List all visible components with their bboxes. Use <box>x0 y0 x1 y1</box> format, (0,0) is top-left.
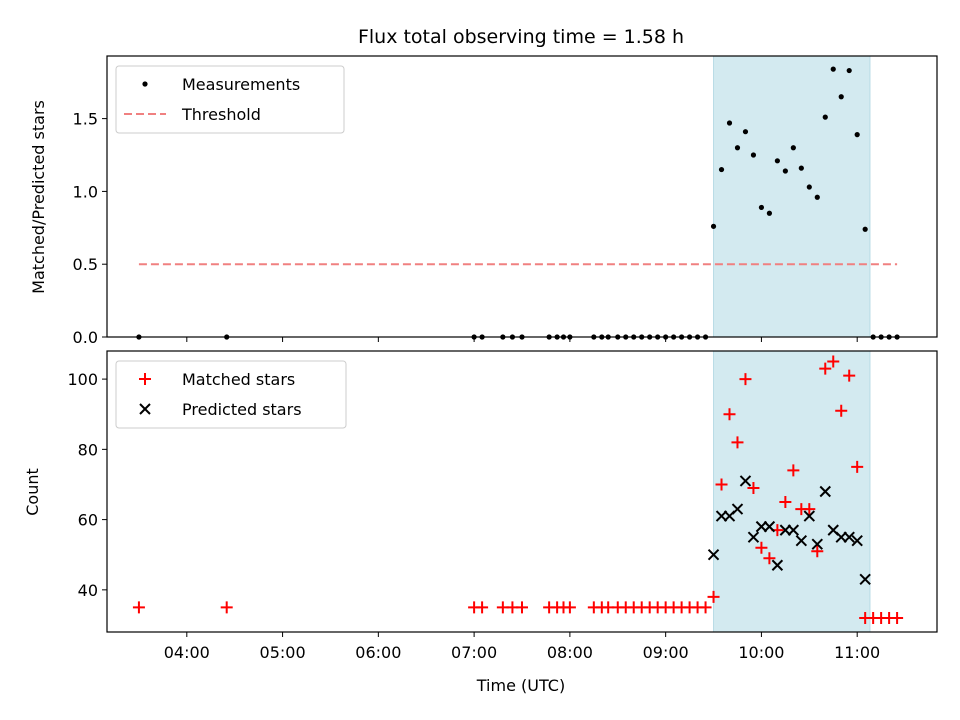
bottom-matched-stars-point-10 <box>563 601 576 614</box>
top-measurements-point-40 <box>822 114 828 120</box>
top-measurements-point-42 <box>838 94 844 100</box>
bottom-y-tick-label-3: 100 <box>67 370 98 389</box>
top-measurements-point-44 <box>854 132 860 138</box>
bottom-matched-stars-point-35 <box>779 496 792 509</box>
bottom-legend-box <box>115 360 347 429</box>
top-measurements-point-45 <box>862 226 868 232</box>
top-measurements-point-36 <box>790 145 796 151</box>
bottom-matched-stars-point-31 <box>747 481 760 494</box>
bottom-panel: 40 60 80 100 04:00 05:00 06:00 07:00 08:00 09:00 1… <box>67 350 938 662</box>
top-measurements-point-32 <box>758 204 765 211</box>
bottom-matched-stars-point-27 <box>715 478 728 491</box>
top-panel: 0.0 0.5 1.0 1.5 Measurements Threshold <box>73 55 938 347</box>
bottom-matched-stars-point-39 <box>811 545 824 558</box>
bottom-matched-stars-point-41 <box>827 355 840 368</box>
bottom-predicted-stars-point-19 <box>859 573 871 586</box>
top-highlight-span <box>713 55 871 338</box>
bottom-x-tick-label-2: 06:00 <box>355 643 401 662</box>
top-measurements-point-26 <box>710 223 717 229</box>
top-measurements-point-41 <box>830 66 836 72</box>
top-y-tick-label-3: 1.5 <box>73 110 98 129</box>
bottom-x-tick-label-3: 07:00 <box>451 643 497 662</box>
top-measurements-point-29 <box>734 145 741 151</box>
bottom-predicted-stars-point-13 <box>811 538 823 550</box>
bottom-legend-label-matched-stars: Matched stars <box>182 370 295 389</box>
bottom-y-tick-label-1: 60 <box>78 511 98 530</box>
bottom-legend-marker-matched-stars <box>139 373 151 385</box>
bottom-matched-stars-point-36 <box>787 464 800 477</box>
bottom-matched-stars-point-42 <box>835 404 848 417</box>
bottom-matched-stars-point-0 <box>132 601 145 614</box>
bottom-y-axis-label: Count <box>23 468 42 516</box>
bottom-legend-label-predicted-stars: Predicted stars <box>182 400 302 419</box>
bottom-highlight-span <box>713 350 871 633</box>
chart-title: Flux total observing time = 1.58 h <box>358 26 684 48</box>
bottom-matched-stars-point-44 <box>851 460 864 473</box>
bottom-predicted-stars-point-14 <box>819 485 831 498</box>
bottom-matched-stars-point-1 <box>220 601 233 614</box>
bottom-predicted-stars-point-7 <box>763 520 776 533</box>
top-legend-marker-measurements <box>142 81 148 87</box>
top-measurements-point-38 <box>806 184 812 190</box>
top-measurements-point-39 <box>814 194 820 200</box>
bottom-predicted-stars-point-8 <box>771 559 784 571</box>
top-measurements-point-30 <box>742 129 749 135</box>
top-y-tick-label-2: 1.0 <box>73 182 98 201</box>
top-measurements-point-31 <box>750 152 757 158</box>
top-axes-frame <box>106 55 938 338</box>
bottom-y-tick-label-2: 80 <box>78 440 98 459</box>
bottom-predicted-stars-point-4 <box>739 475 752 487</box>
bottom-matched-stars-point-25 <box>699 601 712 614</box>
top-measurements-point-33 <box>766 210 773 216</box>
bottom-legend-marker-predicted-stars <box>139 403 151 415</box>
bottom-matched-stars-point-38 <box>803 503 816 516</box>
top-y-tick-label-1: 0.5 <box>73 255 98 274</box>
bottom-y-tick-label-0: 40 <box>78 581 98 600</box>
top-measurements-point-35 <box>782 168 788 174</box>
bottom-predicted-stars-point-0 <box>707 549 720 561</box>
top-measurements-point-34 <box>774 158 780 164</box>
top-legend-box <box>115 65 345 134</box>
top-measurements-point-37 <box>798 165 804 171</box>
bottom-matched-stars-point-43 <box>843 369 856 382</box>
bottom-x-tick-label-1: 05:00 <box>260 643 306 662</box>
bottom-x-tick-label-6: 10:00 <box>738 643 784 662</box>
bottom-matched-stars-point-33 <box>763 552 776 565</box>
bottom-matched-stars-point-6 <box>516 601 528 614</box>
x-axis-label: Time (UTC) <box>476 676 565 695</box>
bottom-x-tick-label-7: 11:00 <box>834 643 880 662</box>
top-measurements-point-27 <box>718 166 725 173</box>
bottom-x-tick-label-0: 04:00 <box>164 643 210 662</box>
top-legend-label-threshold: Threshold <box>181 105 261 124</box>
top-legend-label-measurements: Measurements <box>182 75 300 94</box>
bottom-axes-frame <box>106 350 938 633</box>
bottom-predicted-stars-point-12 <box>803 510 816 522</box>
bottom-predicted-stars-point-11 <box>795 534 808 547</box>
top-y-tick-label-0: 0.0 <box>73 328 98 347</box>
bottom-matched-stars-point-29 <box>731 436 744 449</box>
top-measurements-point-28 <box>726 120 733 126</box>
bottom-matched-stars-point-28 <box>723 408 736 421</box>
bottom-matched-stars-point-3 <box>476 601 489 614</box>
bottom-matched-stars-point-26 <box>707 590 720 603</box>
bottom-matched-stars-point-49 <box>891 611 904 624</box>
top-measurements-point-43 <box>846 67 852 74</box>
bottom-predicted-stars-point-18 <box>851 534 863 547</box>
bottom-x-tick-label-5: 09:00 <box>643 643 689 662</box>
bottom-matched-stars-point-32 <box>755 541 768 554</box>
bottom-matched-stars-point-30 <box>739 373 752 386</box>
bottom-x-tick-label-4: 08:00 <box>547 643 593 662</box>
bottom-matched-stars-point-40 <box>819 362 832 375</box>
bottom-predicted-stars-point-10 <box>787 524 800 536</box>
bottom-predicted-stars-point-3 <box>731 503 744 515</box>
bottom-predicted-stars-point-17 <box>843 531 855 543</box>
bottom-predicted-stars-point-5 <box>747 531 760 543</box>
top-y-axis-label: Matched/Predicted stars <box>29 100 48 294</box>
